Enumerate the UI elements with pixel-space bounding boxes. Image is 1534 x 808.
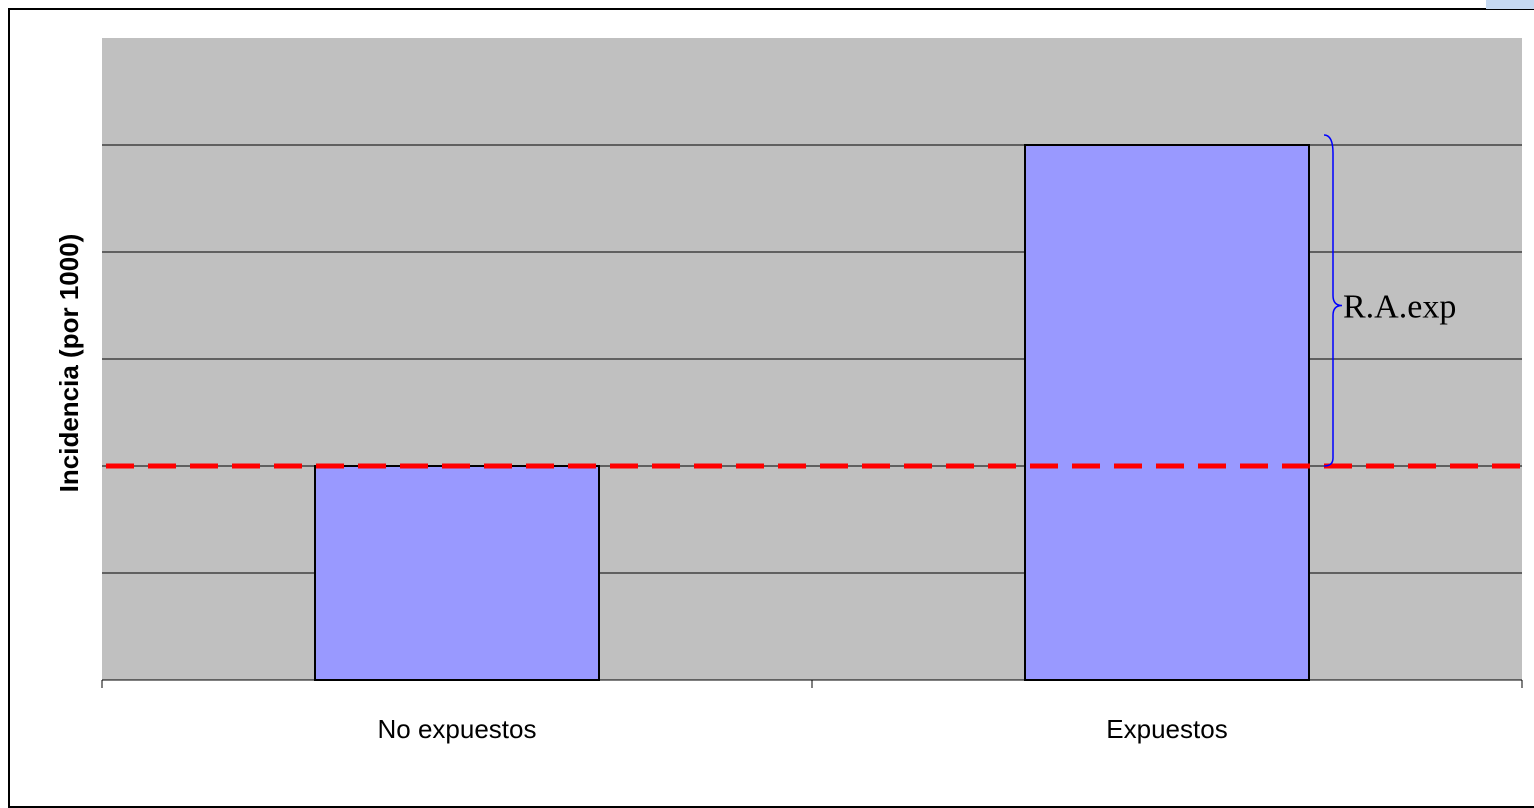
x-tick-labels: No expuestos Expuestos [378, 714, 1228, 744]
bars [314, 144, 1310, 681]
bar-1 [1024, 144, 1310, 681]
bar-chart: No expuestos Expuestos Incidencia (por 10… [54, 38, 1523, 744]
bar-0 [314, 465, 600, 681]
corner-accent [1486, 0, 1534, 9]
annotation-label: R.A.exp [1343, 289, 1456, 326]
x-tick-label: No expuestos [378, 714, 537, 744]
annotation-brace [1323, 134, 1343, 467]
y-axis-title: Incidencia (por 1000) [54, 234, 84, 493]
x-tick-label: Expuestos [1106, 714, 1227, 744]
x-axis [101, 679, 1523, 688]
